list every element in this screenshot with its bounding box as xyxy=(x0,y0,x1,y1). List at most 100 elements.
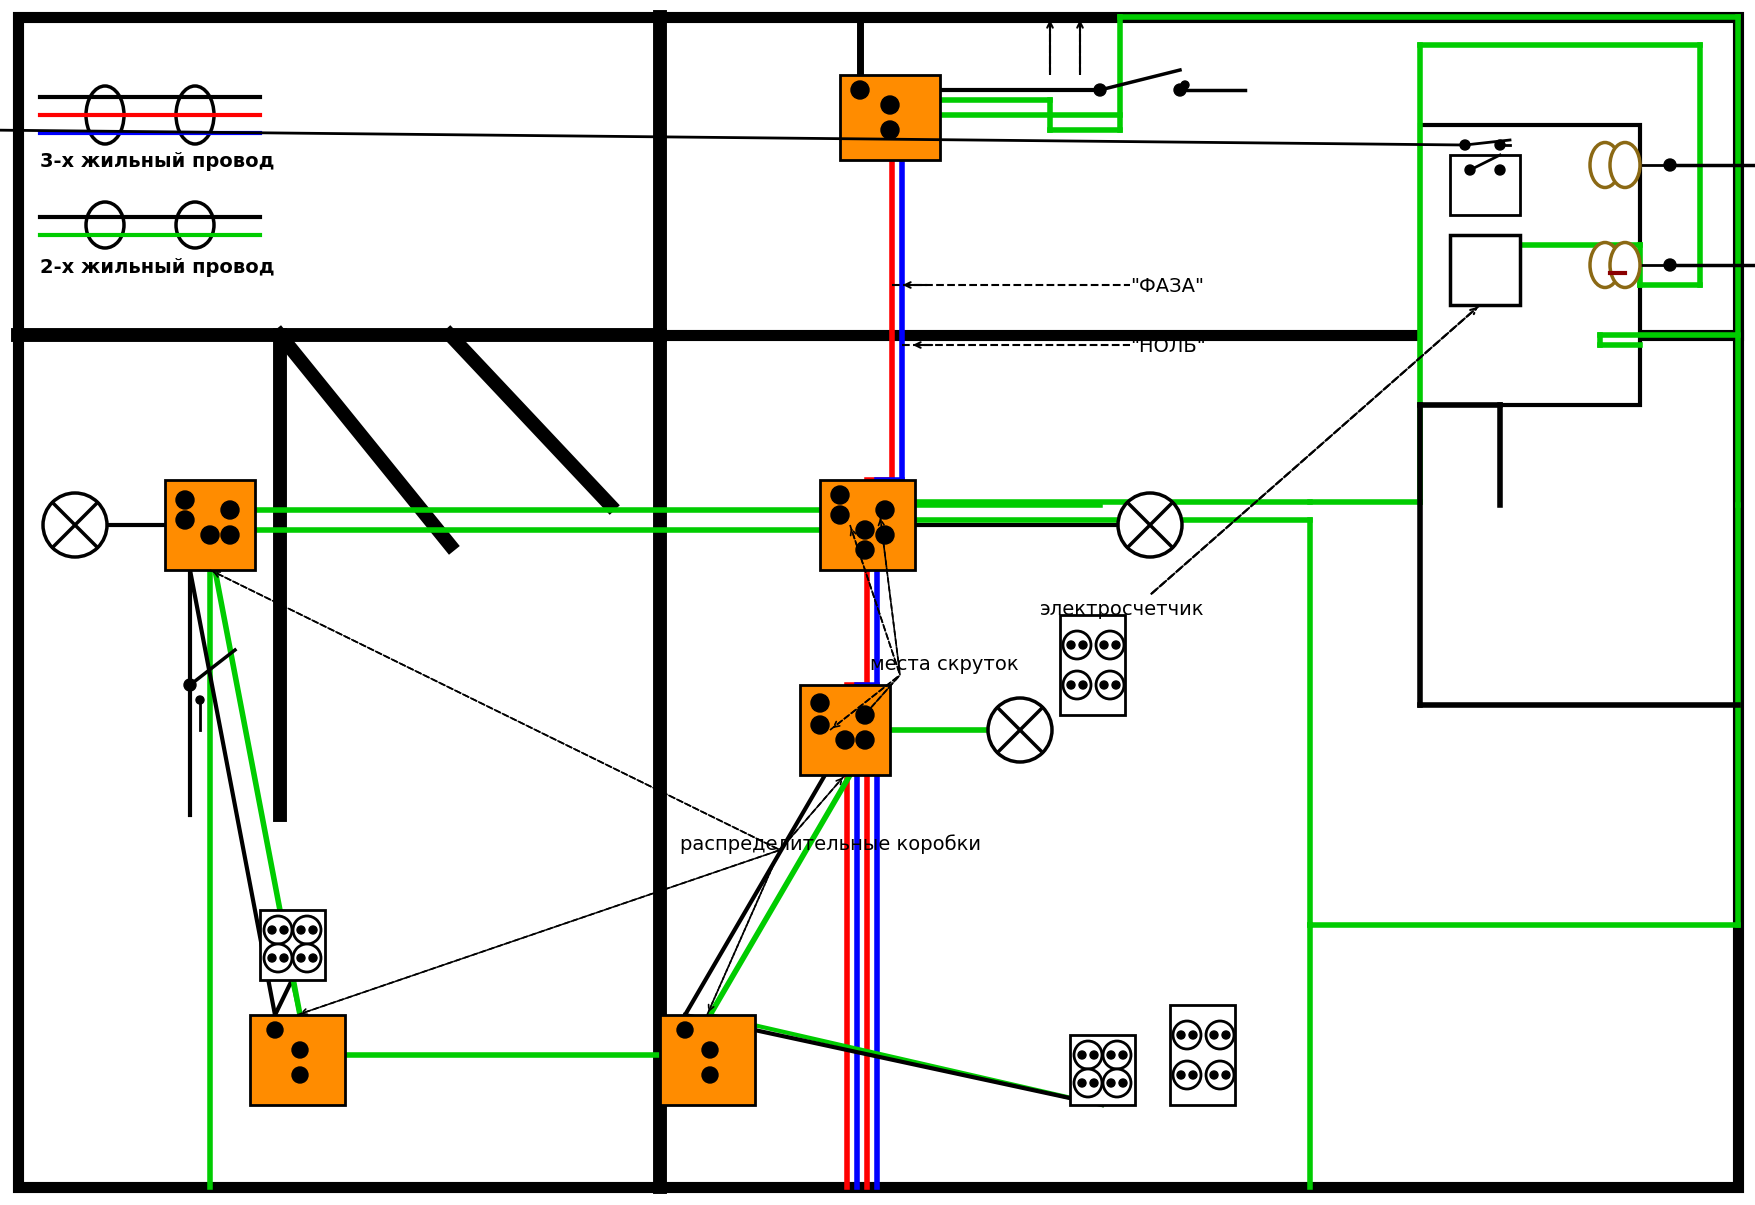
Circle shape xyxy=(1078,641,1086,649)
Ellipse shape xyxy=(1609,142,1639,188)
Circle shape xyxy=(876,501,893,519)
Bar xyxy=(249,1015,344,1105)
Circle shape xyxy=(702,1066,718,1083)
Text: 3-х жильный провод: 3-х жильный провод xyxy=(40,152,274,171)
Bar xyxy=(1450,235,1520,305)
Circle shape xyxy=(1093,84,1106,96)
Circle shape xyxy=(830,486,848,504)
Ellipse shape xyxy=(176,86,214,145)
Circle shape xyxy=(855,521,874,539)
Circle shape xyxy=(1111,681,1120,689)
Circle shape xyxy=(1067,681,1074,689)
Circle shape xyxy=(42,493,107,557)
Circle shape xyxy=(1209,1071,1218,1078)
Circle shape xyxy=(881,120,899,139)
Text: места скруток: места скруток xyxy=(869,656,1018,674)
Circle shape xyxy=(1206,1060,1234,1089)
Circle shape xyxy=(1078,1078,1085,1087)
Circle shape xyxy=(1221,1071,1228,1078)
Circle shape xyxy=(1102,1041,1130,1069)
Circle shape xyxy=(1099,681,1107,689)
Bar xyxy=(1450,155,1520,214)
Circle shape xyxy=(1074,1041,1102,1069)
Circle shape xyxy=(855,541,874,559)
Bar xyxy=(800,684,890,775)
Circle shape xyxy=(279,925,288,934)
Circle shape xyxy=(1090,1078,1097,1087)
Circle shape xyxy=(1494,140,1504,149)
Circle shape xyxy=(1062,671,1090,699)
Text: 2-х жильный провод: 2-х жильный провод xyxy=(40,258,274,277)
Circle shape xyxy=(176,490,193,509)
Ellipse shape xyxy=(1588,142,1620,188)
Ellipse shape xyxy=(176,202,214,248)
Circle shape xyxy=(855,706,874,724)
Circle shape xyxy=(263,944,291,972)
Circle shape xyxy=(1090,1051,1097,1059)
Bar xyxy=(1060,615,1125,715)
Circle shape xyxy=(876,527,893,543)
Circle shape xyxy=(1664,159,1674,171)
Bar xyxy=(1069,1035,1134,1105)
Circle shape xyxy=(855,731,874,750)
Circle shape xyxy=(1118,1078,1127,1087)
Text: распределительные коробки: распределительные коробки xyxy=(679,834,981,854)
Circle shape xyxy=(291,1066,307,1083)
Circle shape xyxy=(309,925,318,934)
Circle shape xyxy=(1176,1071,1185,1078)
Circle shape xyxy=(1106,1051,1114,1059)
Circle shape xyxy=(1118,493,1181,557)
Circle shape xyxy=(200,527,219,543)
Circle shape xyxy=(1067,641,1074,649)
Circle shape xyxy=(1664,259,1674,271)
Circle shape xyxy=(1458,140,1469,149)
Circle shape xyxy=(1206,1021,1234,1050)
Circle shape xyxy=(1095,631,1123,659)
Circle shape xyxy=(811,716,828,734)
Circle shape xyxy=(1078,681,1086,689)
Circle shape xyxy=(1494,165,1504,175)
Circle shape xyxy=(1209,1031,1218,1039)
Circle shape xyxy=(263,916,291,944)
Circle shape xyxy=(881,96,899,114)
Circle shape xyxy=(221,501,239,519)
Circle shape xyxy=(1106,1078,1114,1087)
Ellipse shape xyxy=(86,86,125,145)
Circle shape xyxy=(1176,1031,1185,1039)
Circle shape xyxy=(851,81,869,99)
Circle shape xyxy=(267,1022,283,1038)
Circle shape xyxy=(1188,1031,1197,1039)
Circle shape xyxy=(1464,165,1474,175)
Ellipse shape xyxy=(86,202,125,248)
Text: электросчетчик: электросчетчик xyxy=(1039,600,1204,619)
Circle shape xyxy=(297,925,305,934)
Circle shape xyxy=(1095,671,1123,699)
Circle shape xyxy=(1172,1021,1200,1050)
Circle shape xyxy=(1102,1069,1130,1097)
Bar xyxy=(260,910,325,980)
Circle shape xyxy=(1174,84,1185,96)
Bar xyxy=(839,75,939,160)
Bar xyxy=(165,480,254,570)
Circle shape xyxy=(279,954,288,962)
Circle shape xyxy=(291,1042,307,1058)
Circle shape xyxy=(197,696,204,704)
Circle shape xyxy=(297,954,305,962)
Circle shape xyxy=(221,527,239,543)
Bar xyxy=(1420,125,1639,405)
Text: "ФАЗА": "ФАЗА" xyxy=(1130,277,1204,296)
Circle shape xyxy=(1118,1051,1127,1059)
Circle shape xyxy=(830,506,848,524)
Circle shape xyxy=(811,694,828,712)
Circle shape xyxy=(1181,81,1188,89)
Ellipse shape xyxy=(1588,242,1620,288)
Circle shape xyxy=(293,944,321,972)
Circle shape xyxy=(269,954,276,962)
Ellipse shape xyxy=(1609,242,1639,288)
Circle shape xyxy=(702,1042,718,1058)
Circle shape xyxy=(1188,1071,1197,1078)
Circle shape xyxy=(1172,1060,1200,1089)
Bar xyxy=(660,1015,755,1105)
Circle shape xyxy=(988,698,1051,762)
Circle shape xyxy=(1221,1031,1228,1039)
